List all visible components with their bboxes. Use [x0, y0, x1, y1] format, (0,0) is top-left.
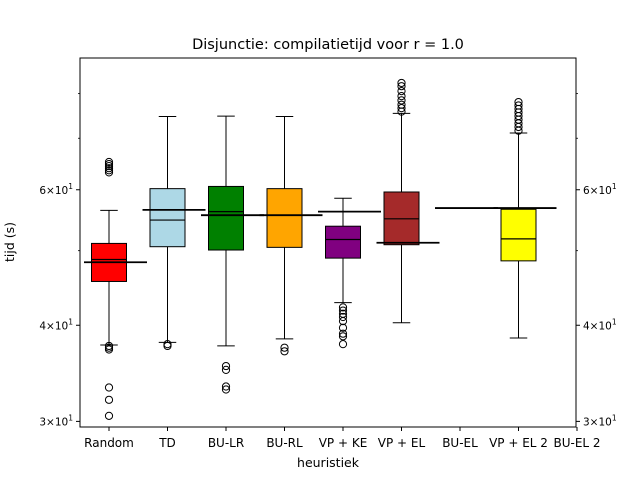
box — [266, 188, 303, 248]
outlier-point — [397, 92, 406, 101]
outlier-point — [104, 341, 114, 351]
y-axis-label: tijd (s) — [2, 222, 17, 262]
outlier-point — [397, 96, 406, 105]
box — [149, 188, 186, 248]
outlier-point — [104, 159, 114, 169]
outlier-point — [514, 101, 523, 110]
outlier-point — [338, 312, 348, 322]
x-tick-label: Random — [84, 436, 134, 450]
outlier-point — [104, 166, 114, 175]
x-tick-label: VP + KE — [319, 436, 368, 450]
y-tick-label-right: 6×101 — [583, 182, 617, 197]
x-tick-label: BU-EL — [442, 436, 478, 450]
chart-title: Disjunctie: compilatietijd voor r = 1.0 — [192, 37, 464, 53]
outlier-point — [397, 82, 406, 91]
y-tick-label: 4×101 — [39, 317, 73, 332]
y-tick-label-right: 3×101 — [583, 413, 617, 428]
outlier-point — [397, 78, 406, 88]
outlier-point — [280, 343, 289, 352]
outlier-point — [338, 329, 348, 338]
x-axis-label: heuristiek — [297, 455, 360, 470]
outlier-point — [397, 104, 406, 113]
outlier-point — [338, 303, 348, 312]
x-tick-label: BU-EL 2 — [553, 436, 600, 450]
x-tick-label: VP + EL — [378, 436, 426, 450]
outlier-point — [514, 97, 523, 107]
y-tick-label-right: 4×101 — [583, 317, 617, 332]
outlier-point — [338, 323, 348, 332]
outlier-point — [221, 361, 231, 371]
box — [325, 225, 361, 259]
outlier-point — [104, 157, 114, 167]
y-tick-label: 6×101 — [39, 182, 73, 197]
outlier-point — [104, 383, 114, 392]
outlier-point — [221, 365, 231, 374]
x-tick-label: BU-LR — [208, 436, 244, 450]
outlier-point — [338, 306, 348, 315]
outlier-point — [338, 332, 348, 341]
outlier-point — [104, 395, 114, 404]
outlier-point — [338, 316, 348, 326]
outlier-point — [104, 162, 114, 171]
y-tick-label: 3×101 — [39, 413, 73, 428]
outlier-point — [280, 347, 289, 356]
x-tick-label: BU-RL — [266, 436, 303, 450]
outlier-point — [104, 411, 114, 420]
outlier-point — [104, 164, 114, 173]
x-tick-label: TD — [158, 436, 176, 450]
outlier-point — [221, 385, 231, 394]
outlier-point — [397, 87, 406, 96]
x-tick-label: VP + EL 2 — [489, 436, 548, 450]
outlier-point — [397, 100, 406, 109]
box — [500, 208, 537, 262]
outlier-point — [104, 168, 114, 177]
outlier-point — [338, 340, 348, 349]
outlier-point — [221, 382, 231, 391]
box — [208, 185, 244, 251]
outlier-point — [163, 340, 172, 349]
